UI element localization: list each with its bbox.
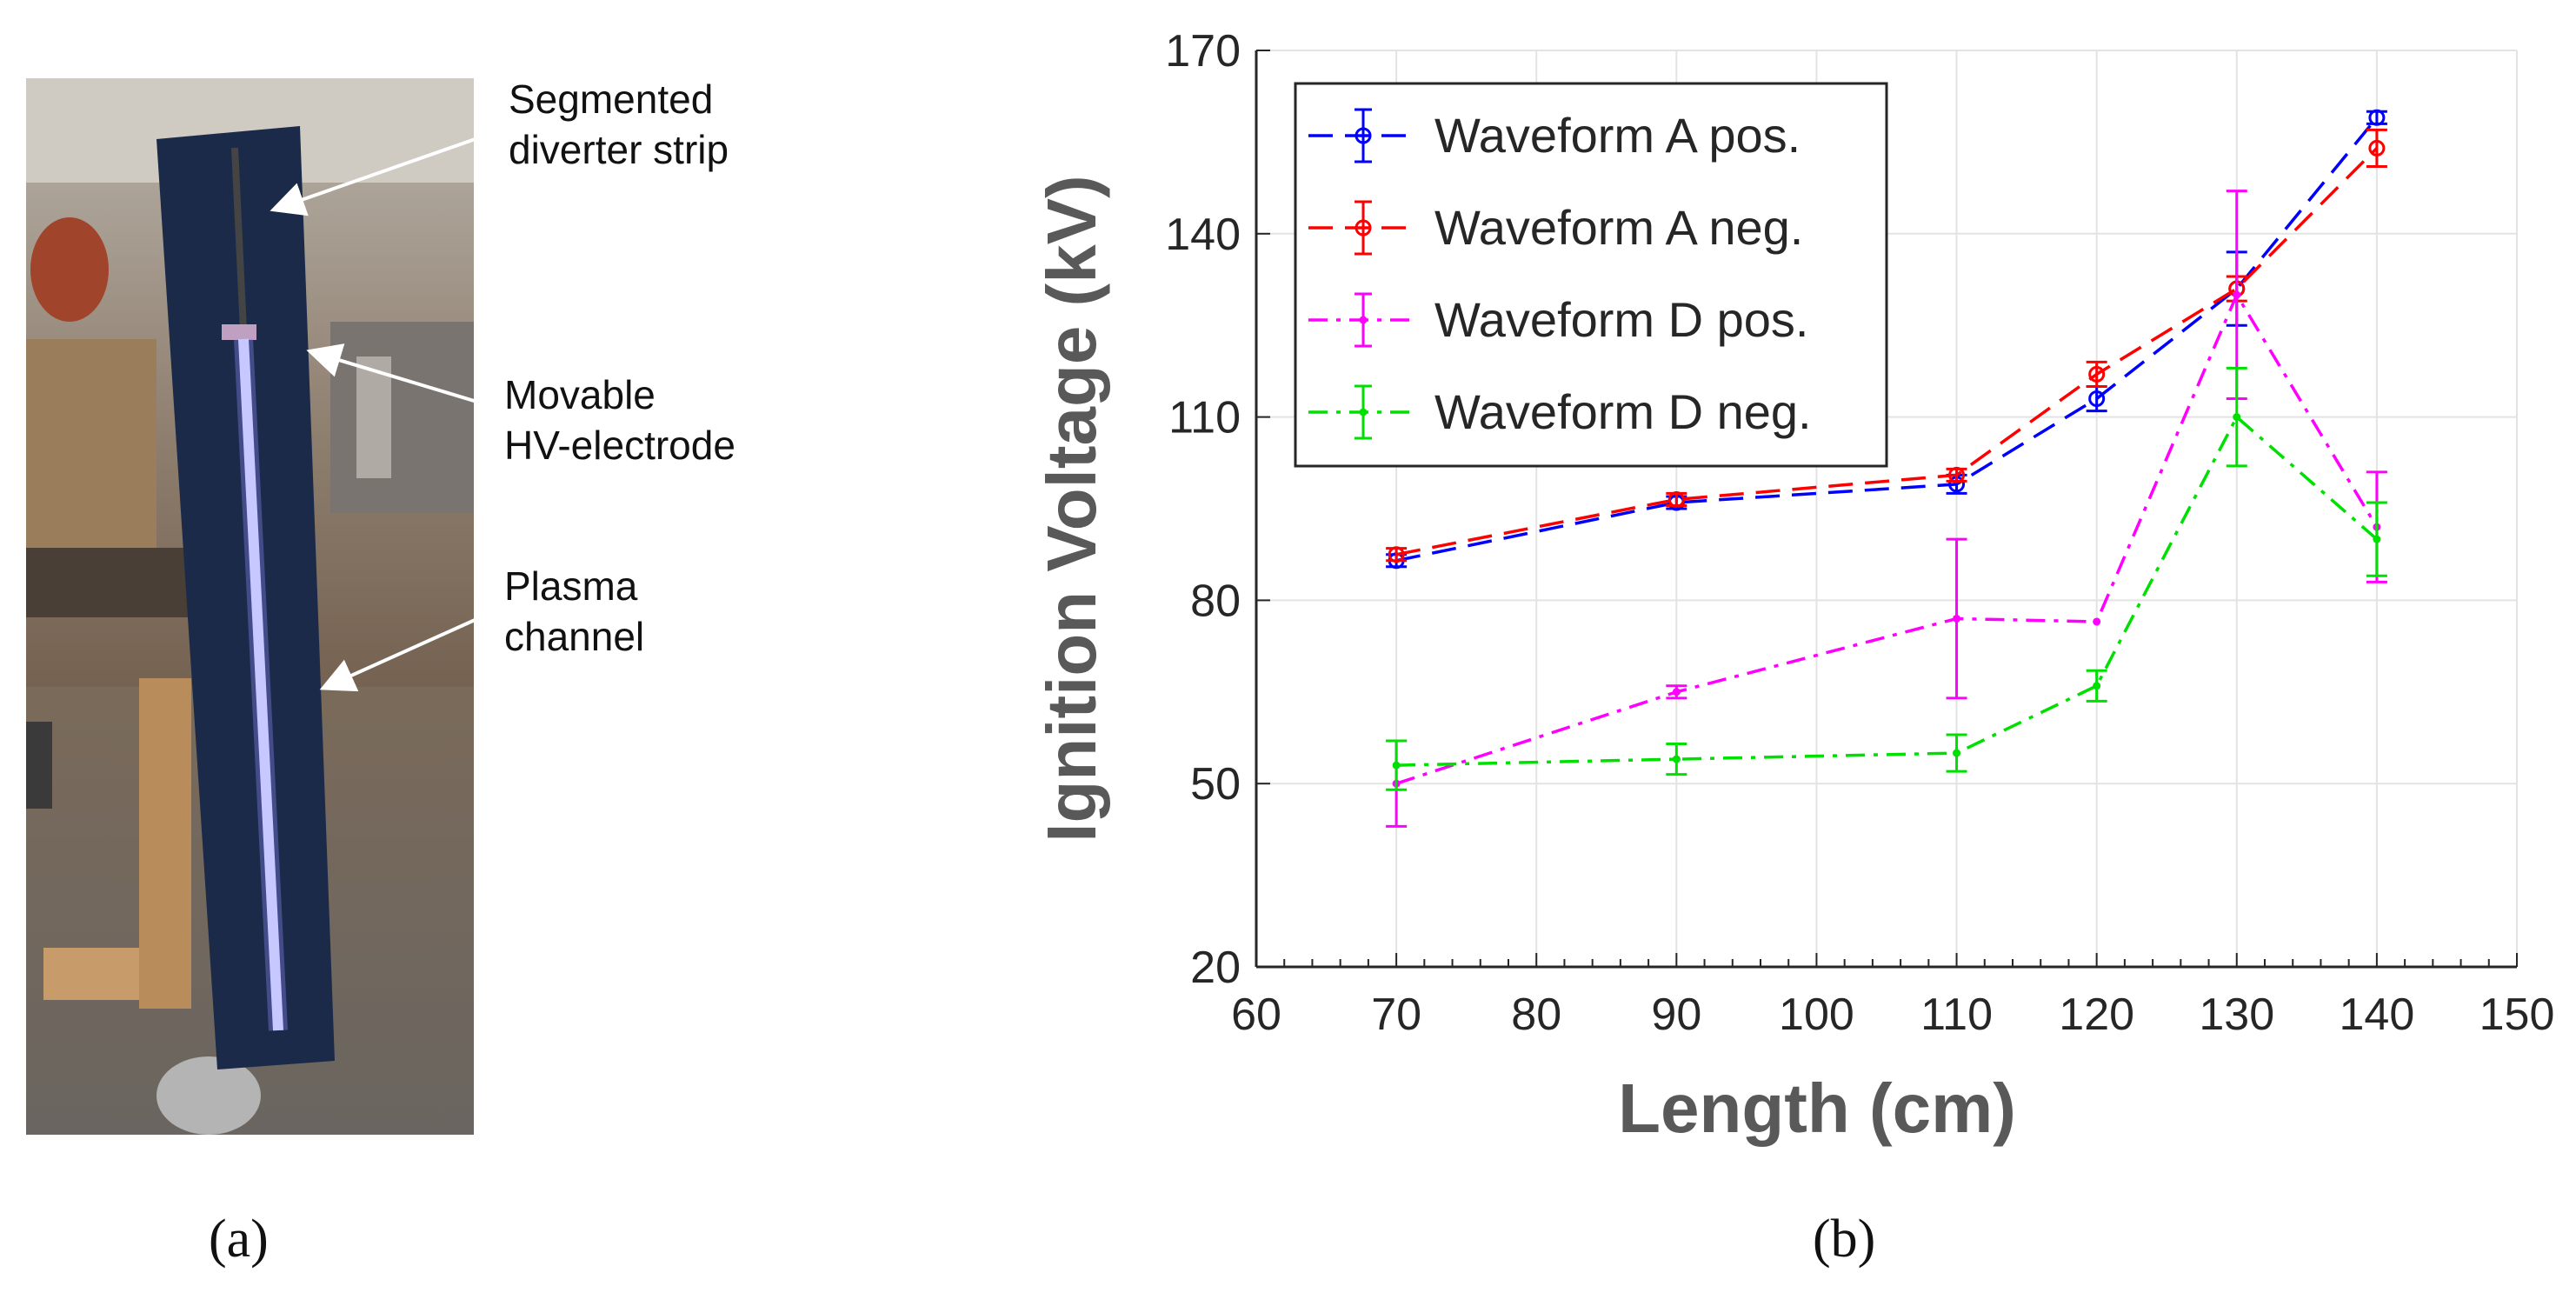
x-tick-label: 90 [1651, 989, 1701, 1040]
y-tick-label: 140 [1165, 210, 1241, 260]
x-tick-label: 150 [2479, 989, 2555, 1040]
y-tick-label: 20 [1190, 943, 1241, 993]
data-point [1672, 688, 1681, 696]
series-line-1 [1395, 147, 2379, 556]
data-point [2088, 365, 2106, 383]
data-point [2088, 390, 2106, 408]
legend-marker [1355, 219, 1372, 237]
legend-marker [1359, 316, 1368, 324]
legend-entry-1: Waveform A neg. [1434, 200, 1803, 255]
x-tick-label: 100 [1779, 989, 1854, 1040]
legend-entry-0: Waveform A pos. [1434, 108, 1801, 163]
data-point [2233, 290, 2241, 299]
legend-marker [1359, 408, 1368, 416]
y-tick-label: 170 [1165, 26, 1241, 77]
arrow-segmented-strip [270, 129, 501, 217]
legend-box [1294, 82, 1888, 468]
series-line-2 [1395, 291, 2379, 785]
series-line-0 [1395, 117, 2379, 563]
data-point [1948, 466, 1966, 483]
data-point [2233, 413, 2241, 422]
data-point [2368, 109, 2386, 126]
annotation-segmented-strip: Segmented diverter strip [509, 77, 729, 172]
data-point [2368, 139, 2386, 157]
experiment-photo [26, 78, 474, 1135]
ignition-voltage-chart: 60 70 80 90 100 110 120 130 140 150 20 50 80 110 140 17… [1033, 26, 2555, 1147]
x-tick-label: 70 [1371, 989, 1421, 1040]
data-point [2373, 535, 2381, 543]
annotation-hv-electrode: Movable HV-electrode [504, 372, 736, 468]
data-point [1953, 614, 1961, 623]
diverter-strip-photo-icon [26, 78, 474, 1135]
arrow-plasma-channel [319, 607, 501, 692]
x-tick-label: 140 [2340, 989, 2415, 1040]
legend-marker [1355, 127, 1372, 144]
panel-b-label: (b) [1813, 1209, 1876, 1269]
chart-panel: 60 70 80 90 100 110 120 130 140 150 20 50 80 110 140 17… [1008, 0, 2573, 1302]
data-point [1672, 755, 1681, 763]
data-point [1388, 546, 1405, 563]
series-line-3 [1396, 414, 2379, 767]
annotation-plasma-channel: Plasma channel [504, 563, 645, 659]
x-tick-label: 60 [1231, 989, 1281, 1040]
data-point [2093, 682, 2101, 690]
data-point [2093, 617, 2101, 626]
arrow-hv-electrode [306, 343, 501, 410]
x-tick-label: 120 [2059, 989, 2134, 1040]
x-axis-label: Length (cm) [1618, 1069, 2016, 1147]
legend-entry-3: Waveform D neg. [1434, 384, 1812, 439]
y-axis-label: Ignition Voltage (kV) [1033, 175, 1110, 842]
data-point [1392, 761, 1401, 770]
y-tick-label: 80 [1190, 576, 1241, 626]
x-tick-label: 130 [2199, 989, 2274, 1040]
panel-a-label: (a) [209, 1209, 269, 1269]
annotation-arrows [270, 129, 501, 692]
data-point [1953, 749, 1961, 757]
x-tick-label: 110 [1920, 989, 1993, 1040]
y-tick-label: 110 [1168, 393, 1241, 443]
legend-entry-2: Waveform D pos. [1434, 292, 1808, 347]
data-point [1667, 490, 1685, 508]
y-tick-label: 50 [1190, 759, 1241, 810]
x-tick-label: 80 [1511, 989, 1561, 1040]
